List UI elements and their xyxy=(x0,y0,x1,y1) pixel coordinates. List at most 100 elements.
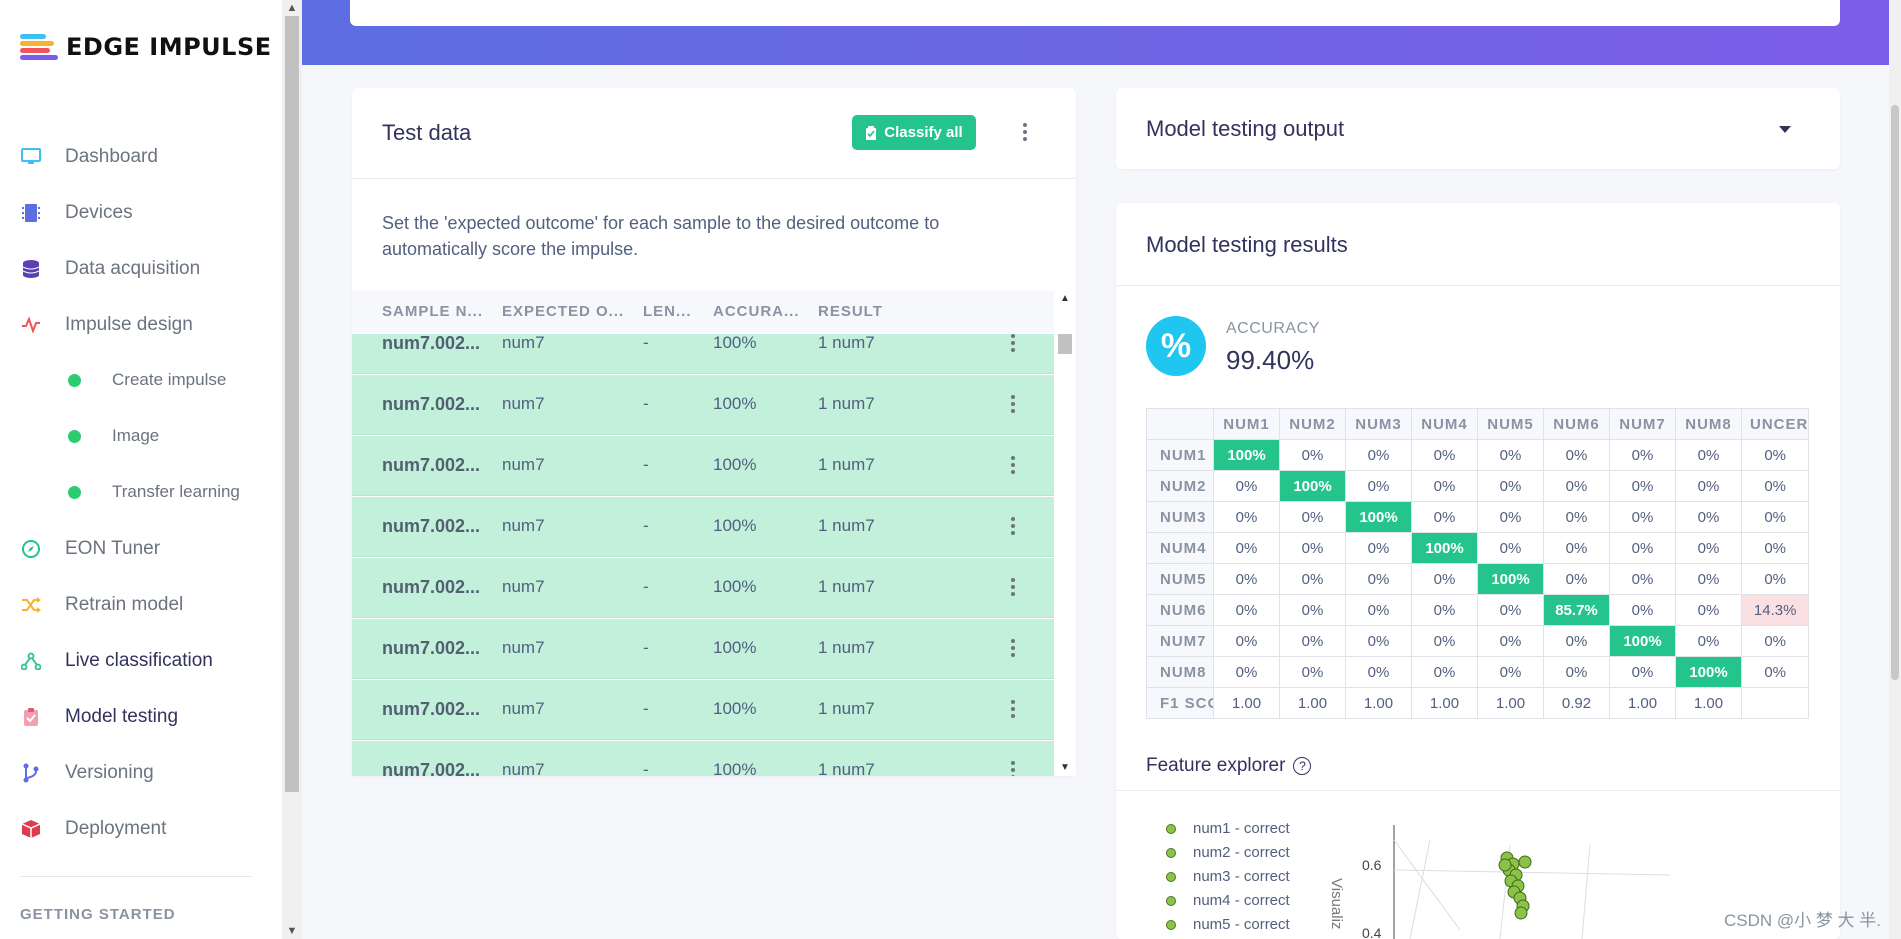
legend-item[interactable]: num2 - correct xyxy=(1166,844,1290,861)
sample-result: 1 num7 xyxy=(818,394,875,413)
column-header-length[interactable]: LEN... xyxy=(643,303,692,320)
row-menu-icon[interactable] xyxy=(1008,700,1018,718)
row-menu-icon[interactable] xyxy=(1008,639,1018,657)
sidebar-item-data-acquisition[interactable]: Data acquisition xyxy=(20,254,200,284)
matrix-row: NUM6 0% 0% 0% 0% 0% 85.7% 0% 0% 14.3% xyxy=(1146,594,1810,626)
matrix-row-header: NUM3 xyxy=(1146,501,1214,533)
matrix-col-header: UNCER xyxy=(1740,408,1810,440)
row-menu-icon[interactable] xyxy=(1008,456,1018,474)
column-header-expected-outcome[interactable]: EXPECTED O... xyxy=(502,303,625,320)
column-header-accuracy[interactable]: ACCURA... xyxy=(713,303,800,320)
matrix-cell: 0% xyxy=(1279,532,1346,564)
table-row[interactable]: num7.002... num7 - 100% 1 num7 xyxy=(352,375,1054,435)
matrix-cell: 0% xyxy=(1345,532,1412,564)
matrix-cell: 0% xyxy=(1213,625,1280,657)
matrix-cell: 0% xyxy=(1675,625,1742,657)
sample-result: 1 num7 xyxy=(818,638,875,657)
main-scrollbar-thumb[interactable] xyxy=(1891,105,1899,680)
matrix-col-header: NUM2 xyxy=(1279,408,1346,440)
test-data-table-body: num7.002... num7 - 100% 1 num7 num7.002.… xyxy=(352,334,1054,776)
column-header-result[interactable]: RESULT xyxy=(818,303,883,320)
sidebar-item-impulse-design[interactable]: Impulse design xyxy=(20,310,193,340)
matrix-cell: 100% xyxy=(1279,470,1346,502)
matrix-cell: 0% xyxy=(1740,501,1810,533)
sidebar-item-retrain-model[interactable]: Retrain model xyxy=(20,590,183,620)
expected-outcome: num7 xyxy=(502,699,545,718)
sidebar-item-versioning[interactable]: Versioning xyxy=(20,758,154,788)
sidebar-item-label: Retrain model xyxy=(65,594,184,615)
help-circle-icon[interactable]: ? xyxy=(1293,757,1312,775)
box-icon xyxy=(20,818,42,840)
scroll-down-arrow-icon[interactable]: ▼ xyxy=(286,925,298,937)
matrix-col-header: NUM6 xyxy=(1543,408,1610,440)
sample-result: 1 num7 xyxy=(818,455,875,474)
legend-dot-icon xyxy=(1166,823,1176,834)
sidebar-subitem-image[interactable]: Image xyxy=(68,426,159,446)
sample-name: num7.002... xyxy=(382,455,481,475)
test-data-menu-icon[interactable] xyxy=(1020,123,1030,141)
matrix-cell: 0% xyxy=(1740,439,1810,471)
matrix-cell: 0% xyxy=(1543,625,1610,657)
table-row[interactable]: num7.002... num7 - 100% 1 num7 xyxy=(352,558,1054,618)
sidebar-subitem-transfer-learning[interactable]: Transfer learning xyxy=(68,482,240,502)
table-row[interactable]: num7.002... num7 - 100% 1 num7 xyxy=(352,436,1054,496)
table-scrollbar-thumb[interactable] xyxy=(1058,334,1072,354)
matrix-row-header: F1 SCORE xyxy=(1146,687,1214,719)
sidebar-item-deployment[interactable]: Deployment xyxy=(20,814,166,844)
sidebar-item-dashboard[interactable]: Dashboard xyxy=(20,142,158,172)
sidebar-scrollbar[interactable]: ▲ ▼ xyxy=(282,0,302,939)
clipboard-icon xyxy=(20,706,42,728)
table-row[interactable]: num7.002... num7 - 100% 1 num7 xyxy=(352,680,1054,740)
chevron-down-icon[interactable] xyxy=(1779,126,1791,133)
table-row[interactable]: num7.002... num7 - 100% 1 num7 xyxy=(352,741,1054,776)
sample-length: - xyxy=(643,516,649,535)
matrix-cell: 0% xyxy=(1213,563,1280,595)
legend-label: num4 - correct xyxy=(1193,892,1290,909)
sidebar-item-devices[interactable]: Devices xyxy=(20,198,133,228)
table-row[interactable]: num7.002... num7 - 100% 1 num7 xyxy=(352,619,1054,679)
sidebar-item-eon-tuner[interactable]: EON Tuner xyxy=(20,534,160,564)
status-dot-icon xyxy=(68,429,81,443)
column-header-sample-name[interactable]: SAMPLE N... xyxy=(382,303,484,320)
shuffle-icon xyxy=(20,594,42,616)
matrix-row: NUM4 0% 0% 0% 100% 0% 0% 0% 0% 0% xyxy=(1146,532,1810,564)
table-row[interactable]: num7.002... num7 - 100% 1 num7 xyxy=(352,334,1054,374)
scroll-up-arrow-icon[interactable]: ▲ xyxy=(286,2,298,14)
classify-all-button[interactable]: Classify all xyxy=(852,115,976,150)
matrix-row-header: NUM6 xyxy=(1146,594,1214,626)
matrix-col-header: NUM8 xyxy=(1675,408,1742,440)
row-menu-icon[interactable] xyxy=(1008,761,1018,776)
sidebar-subitem-create-impulse[interactable]: Create impulse xyxy=(68,370,226,390)
row-menu-icon[interactable] xyxy=(1008,334,1018,352)
row-menu-icon[interactable] xyxy=(1008,578,1018,596)
sidebar-item-model-testing[interactable]: Model testing xyxy=(20,702,178,732)
feature-explorer-label: Feature explorer xyxy=(1146,755,1286,776)
matrix-cell: 0% xyxy=(1279,656,1346,688)
legend-item[interactable]: num4 - correct xyxy=(1166,892,1290,909)
sample-length: - xyxy=(643,394,649,413)
sidebar-item-live-classification[interactable]: Live classification xyxy=(20,646,213,676)
table-row[interactable]: num7.002... num7 - 100% 1 num7 xyxy=(352,497,1054,557)
watermark: CSDN @小 梦 大 半. xyxy=(1723,911,1881,930)
matrix-cell: 0% xyxy=(1213,470,1280,502)
row-menu-icon[interactable] xyxy=(1008,517,1018,535)
legend-item[interactable]: num3 - correct xyxy=(1166,868,1290,885)
sample-accuracy: 100% xyxy=(713,334,757,352)
table-scrollbar[interactable]: ▲ ▼ xyxy=(1054,291,1076,776)
feature-explorer-plot[interactable]: 0.6 0.4 Visualiz xyxy=(1310,820,1690,939)
model-testing-output-card[interactable] xyxy=(1116,88,1840,169)
matrix-row: NUM7 0% 0% 0% 0% 0% 0% 100% 0% 0% xyxy=(1146,625,1810,657)
accuracy-value: 99.40% xyxy=(1226,345,1315,375)
matrix-cell: 1.00 xyxy=(1279,687,1346,719)
legend-item[interactable]: num5 - correct xyxy=(1166,916,1290,933)
row-menu-icon[interactable] xyxy=(1008,395,1018,413)
table-scroll-up-icon[interactable]: ▲ xyxy=(1060,293,1070,304)
legend-item[interactable]: num1 - correct xyxy=(1166,820,1290,837)
sidebar-scrollbar-thumb[interactable] xyxy=(285,16,299,792)
matrix-cell xyxy=(1740,687,1810,719)
table-scroll-down-icon[interactable]: ▼ xyxy=(1060,762,1070,773)
main-scrollbar[interactable] xyxy=(1889,0,1901,939)
matrix-cell: 1.00 xyxy=(1345,687,1412,719)
brand-logo[interactable]: EDGE IMPULSE xyxy=(20,33,272,61)
matrix-cell: 1.00 xyxy=(1609,687,1676,719)
